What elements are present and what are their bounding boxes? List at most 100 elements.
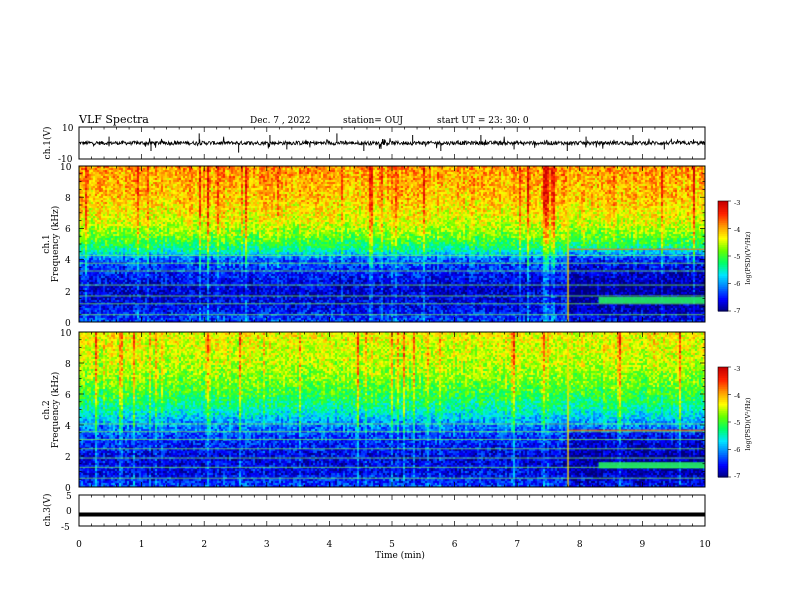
cbar1-swatch-51 (718, 294, 728, 297)
time-tick-label-10: 10 (699, 540, 711, 550)
cbar1-swatch-38 (718, 270, 728, 274)
cbar1-swatch-30 (718, 256, 728, 259)
spec2-image (79, 332, 705, 487)
time-tick-label-3: 3 (264, 540, 270, 550)
cbar1-swatch-28 (718, 252, 728, 255)
cbar1-swatch-36 (718, 267, 728, 270)
ch1-freq-tick-4: 4 (65, 256, 71, 266)
cbar2-swatch-23 (718, 409, 728, 412)
cbar1-swatch-46 (718, 285, 728, 288)
cbar1-swatch-26 (718, 248, 728, 252)
time-tick-label-0: 0 (76, 540, 82, 550)
cbar2-swatch-56 (718, 469, 728, 473)
cbar1-swatch-19 (718, 235, 728, 239)
ch2-spectrogram-ticks (78, 331, 706, 488)
cbar1-swatch-35 (718, 265, 728, 268)
cbar1-swatch-9 (718, 217, 728, 220)
cbar2-swatch-45 (718, 449, 728, 452)
cbar1-swatch-56 (718, 303, 728, 307)
cbar1-swatch-8 (718, 215, 728, 219)
cbar1-swatch-21 (718, 239, 728, 242)
cbar2-swatch-34 (718, 429, 728, 432)
cbar2-swatch-16 (718, 396, 728, 399)
cbar1-swatch-29 (718, 254, 728, 257)
cbar1-swatch-59 (718, 309, 728, 312)
cbar2-swatch-21 (718, 405, 728, 408)
ch1-ytick-top: 10 (62, 124, 74, 134)
ch1-freq-tick-2: 2 (65, 288, 71, 298)
cbar2-swatch-48 (718, 455, 728, 458)
ch2-freq-tick-4: 4 (65, 422, 71, 432)
cbar1-swatch-16 (718, 230, 728, 233)
cbar2-swatch-35 (718, 431, 728, 434)
cbar1-swatch-6 (718, 212, 728, 215)
figure-title: VLF Spectra (78, 113, 149, 126)
cbar2-swatch-31 (718, 423, 728, 427)
cbar1-swatch-39 (718, 272, 728, 275)
cbar1-swatch-54 (718, 300, 728, 303)
cbar1-swatch-58 (718, 307, 728, 310)
cbar1-swatch-10 (718, 219, 728, 222)
cbar2-swatch-14 (718, 392, 728, 396)
ch2-freq-tick-8: 8 (65, 360, 71, 370)
cbar1-swatch-3 (718, 206, 728, 209)
time-axis-tick-labels: 0 1 2 3 4 5 6 7 8 9 10 (76, 540, 711, 550)
ch1-spectrogram-ticks (78, 165, 706, 323)
time-axis-label: Time (min) (375, 550, 425, 561)
cbar1-swatch-12 (718, 223, 728, 226)
cbar1-swatch-15 (718, 228, 728, 231)
cbar2-swatch-44 (718, 447, 728, 451)
cbar2-swatch-49 (718, 456, 728, 460)
cbar1-swatch-11 (718, 221, 728, 224)
cbar1-swatch-13 (718, 224, 728, 228)
ch3-signal-ylabel: ch.3(V) (42, 494, 53, 527)
ch1-cbar-tick-m3: -3 (734, 199, 740, 207)
ch2-spectrogram-heatmap (79, 332, 705, 487)
cbar2-swatch-17 (718, 398, 728, 401)
cbar2-swatch-37 (718, 434, 728, 438)
ch2-cbar-tick-m3: -3 (734, 365, 740, 373)
start-time-label: start UT = 23: 30: 0 (437, 116, 529, 126)
ch2-ylabel-frequency: Frequency (kHz) (50, 372, 61, 449)
cbar2-swatch-18 (718, 400, 728, 403)
cbar2-swatch-26 (718, 414, 728, 418)
cbar2-swatch-22 (718, 407, 728, 410)
cbar1-swatch-7 (718, 213, 728, 217)
ch1-waveform-panel: 10 -10 ch.1(V) (42, 124, 706, 165)
ch1-waveform-ylabel: ch.1(V) (42, 127, 53, 160)
cbar2-swatch-58 (718, 473, 728, 476)
ch2-freq-tick-0: 0 (65, 484, 71, 494)
ch1-freq-tick-8: 8 (65, 194, 71, 204)
ch1-ylabel-channel: ch.1 (42, 234, 52, 253)
cbar2-swatch-33 (718, 427, 728, 430)
cbar1-swatch-41 (718, 276, 728, 279)
cbar1-swatch-27 (718, 250, 728, 253)
cbar2-swatch-42 (718, 444, 728, 447)
cbar2-swatch-55 (718, 467, 728, 471)
cbar2-swatch-43 (718, 445, 728, 449)
cbar2-swatch-52 (718, 462, 728, 465)
cbar1-swatch-53 (718, 298, 728, 301)
ch1-cbar-tick-m4: -4 (734, 226, 740, 234)
ch2-cbar-tick-m7: -7 (734, 472, 740, 480)
cbar1-swatch-42 (718, 278, 728, 281)
ch2-freq-tick-6: 6 (65, 391, 71, 401)
ch1-waveform-ticks (78, 127, 706, 159)
cbar2-swatch-4 (718, 374, 728, 377)
ch1-freq-tick-10: 10 (60, 163, 72, 173)
cbar2-swatch-30 (718, 422, 728, 425)
ch1-cbar-tick-m5: -5 (734, 253, 740, 261)
date-label: Dec. 7 , 2022 (250, 116, 311, 126)
ch1-ylabel-frequency: Frequency (kHz) (50, 206, 61, 283)
ch1-spectrogram-panel: 0 2 4 6 8 10 ch.1 Frequency (kHz) -3 -4 … (42, 163, 752, 329)
cbar2-swatch-46 (718, 451, 728, 454)
ch3-ytick-5: 5 (66, 492, 72, 502)
cbar1-swatch-0 (718, 201, 728, 204)
cbar1-swatch-57 (718, 305, 728, 308)
time-tick-label-2: 2 (201, 540, 207, 550)
cbar2-swatch-29 (718, 420, 728, 423)
cbar1-swatch-18 (718, 234, 728, 237)
cbar1-swatch-43 (718, 279, 728, 283)
cbar2-swatch-38 (718, 436, 728, 440)
